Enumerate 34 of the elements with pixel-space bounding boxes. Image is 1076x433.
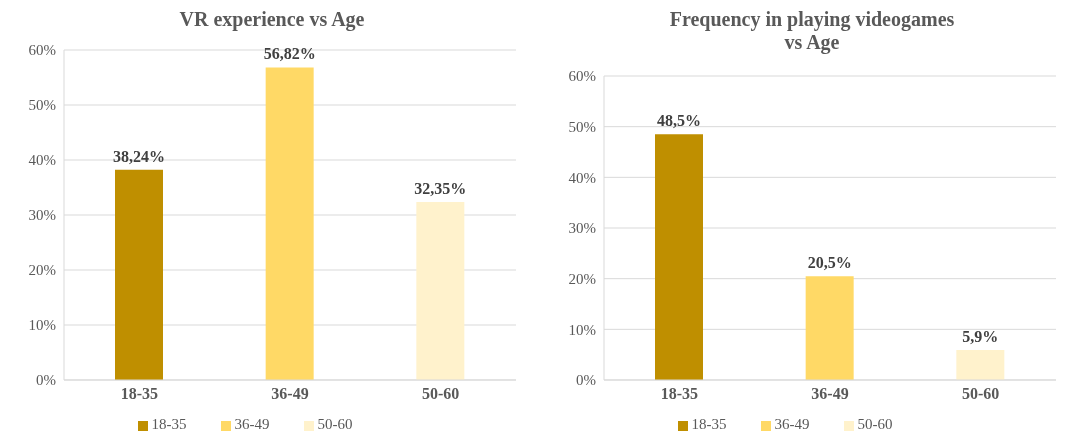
data-label: 32,35% xyxy=(414,180,467,198)
chart-title: Frequency in playing videogames vs Age xyxy=(668,8,956,56)
legend-label: 18-35 xyxy=(151,416,187,432)
y-tick-label: 50% xyxy=(568,118,596,135)
y-tick-label: 0% xyxy=(36,372,56,389)
x-tick-label: 18-35 xyxy=(120,385,158,403)
y-tick-label: 30% xyxy=(568,220,596,237)
y-tick-label: 20% xyxy=(568,270,596,287)
x-tick-label: 36-49 xyxy=(811,385,849,403)
y-tick-label: 60% xyxy=(28,42,56,59)
y-tick-label: 20% xyxy=(28,262,56,279)
x-tick-label: 50-60 xyxy=(422,385,460,403)
legend-label: 50-60 xyxy=(857,416,893,432)
data-label: 5,9% xyxy=(962,328,999,346)
y-tick-label: 40% xyxy=(568,169,596,186)
y-tick-label: 30% xyxy=(28,207,56,224)
x-tick-label: 50-60 xyxy=(962,385,1000,403)
x-tick-label: 36-49 xyxy=(271,385,309,403)
y-tick-label: 60% xyxy=(568,68,596,85)
data-label: 38,24% xyxy=(113,147,165,165)
legend-label: 18-35 xyxy=(691,416,727,432)
y-tick-label: 0% xyxy=(576,372,596,389)
data-label: 20,5% xyxy=(807,254,852,272)
y-tick-label: 10% xyxy=(568,321,596,338)
x-tick-label: 18-35 xyxy=(660,385,698,403)
legend-label: 50-60 xyxy=(317,416,353,432)
data-label: 56,82% xyxy=(263,45,316,63)
chart-title: VR experience vs Age xyxy=(178,8,366,33)
data-label: 48,5% xyxy=(657,112,701,130)
y-tick-label: 50% xyxy=(28,97,56,114)
legend-label: 36-49 xyxy=(774,416,810,432)
y-tick-label: 40% xyxy=(28,152,56,169)
y-tick-label: 10% xyxy=(28,317,56,334)
legend-label: 36-49 xyxy=(234,416,270,432)
